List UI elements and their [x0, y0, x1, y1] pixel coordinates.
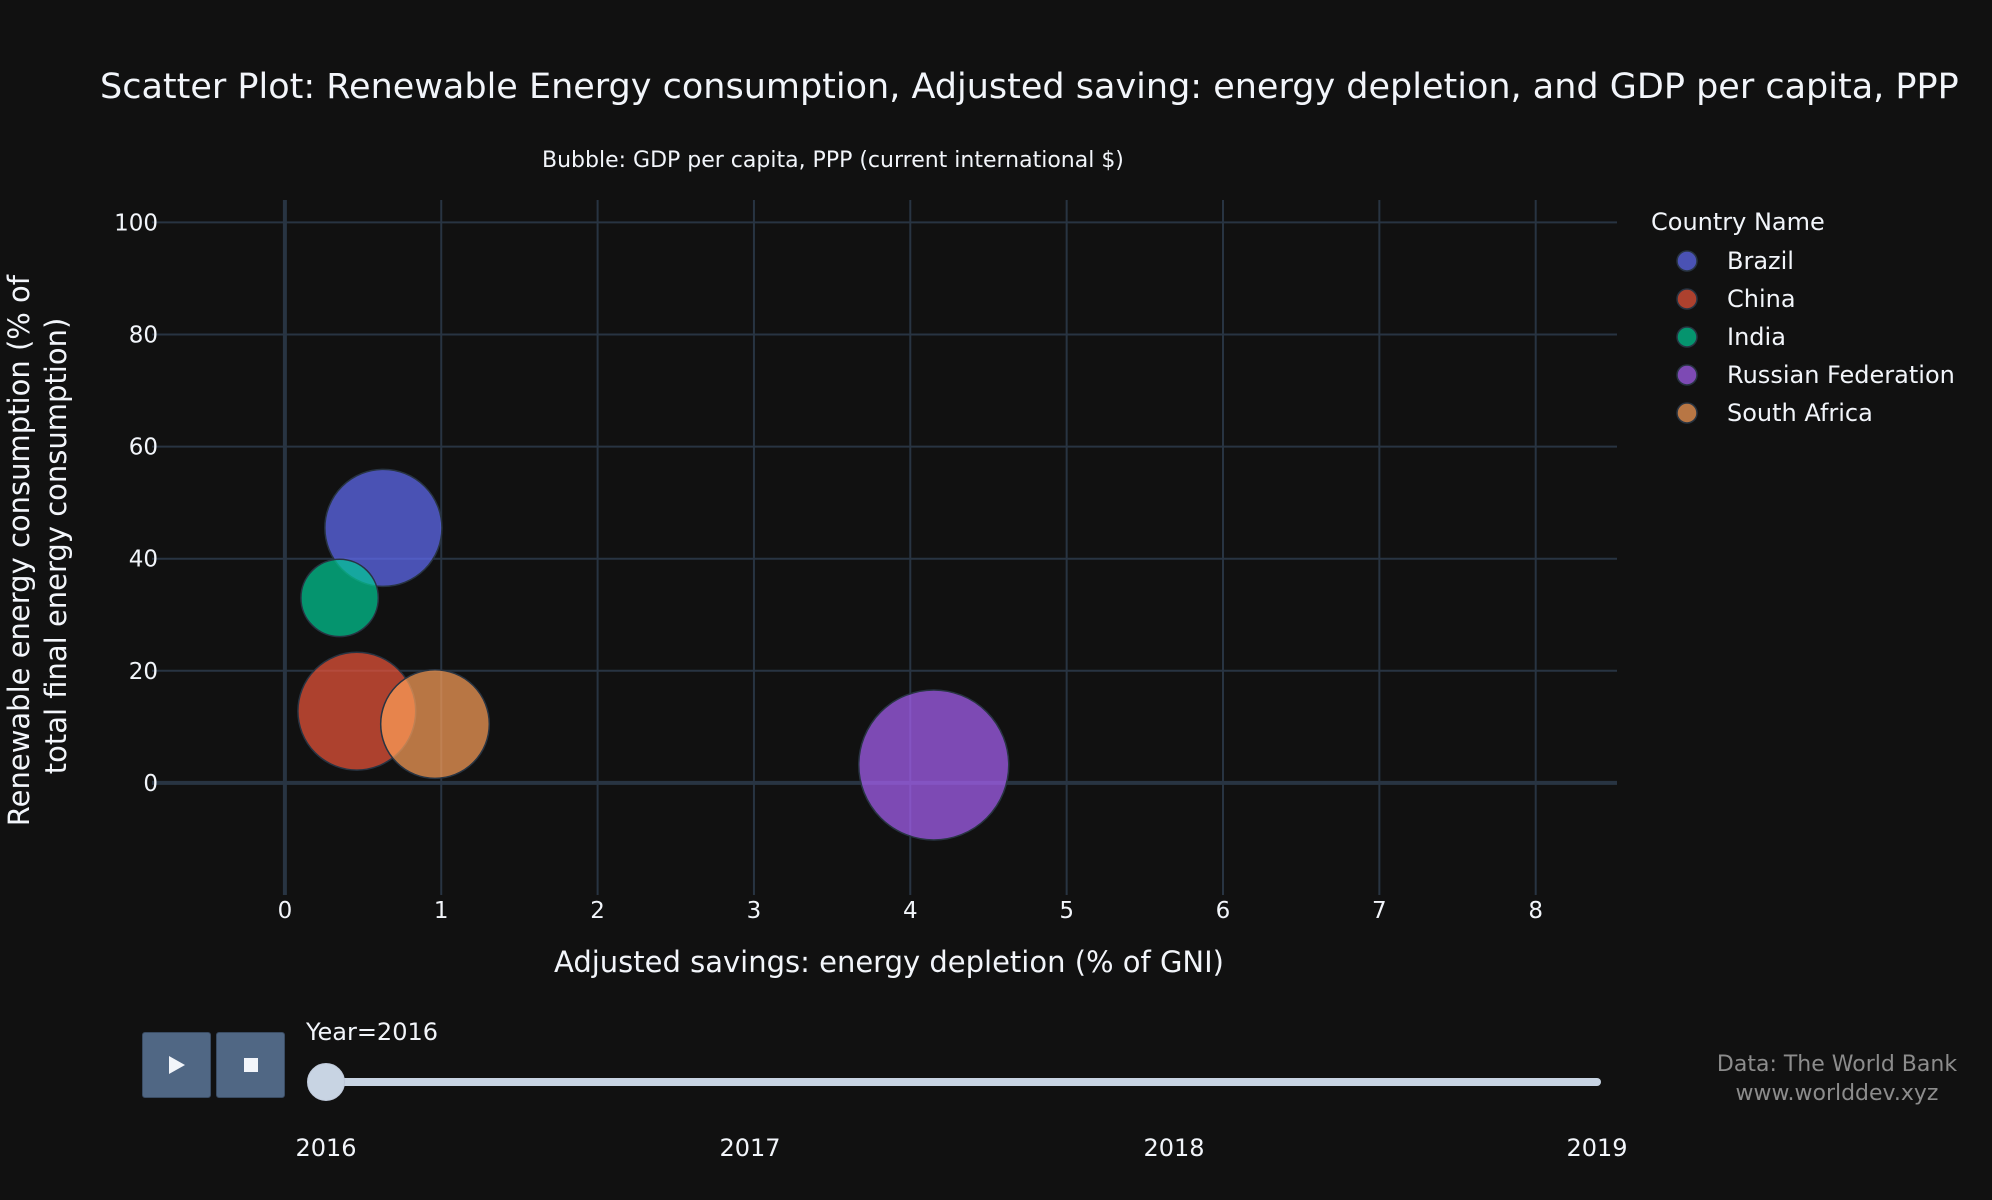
legend-label-brazil: Brazil [1727, 247, 1794, 275]
year-slider-handle[interactable] [307, 1063, 345, 1101]
legend-item-brazil[interactable]: Brazil [1676, 247, 1794, 275]
legend-item-china[interactable]: China [1676, 285, 1796, 313]
legend-label-russian-federation: Russian Federation [1727, 361, 1955, 389]
y-tick-label-0: 0 [143, 771, 158, 797]
bubble-markers [297, 468, 1010, 841]
y-tick-label-100: 100 [114, 210, 158, 236]
chart-title: Scatter Plot: Renewable Energy consumpti… [100, 67, 1959, 107]
y-tick-label-60: 60 [129, 435, 158, 461]
bubble-russian-federation [858, 689, 1010, 841]
y-axis-title-line-2: total final energy consumption) [39, 318, 73, 775]
slider-step-2018[interactable]: 2018 [1143, 1134, 1205, 1162]
legend: Country Name Brazil China India Russian Fed… [1651, 208, 1955, 427]
slider-step-2016[interactable]: 2016 [295, 1134, 357, 1162]
slider-current-value: Year=2016 [306, 1018, 438, 1046]
legend-item-south-africa[interactable]: South Africa [1676, 399, 1873, 427]
slider-step-2017[interactable]: 2017 [719, 1134, 781, 1162]
legend-label-india: India [1727, 323, 1786, 351]
x-tick-label-5: 5 [1059, 898, 1074, 924]
legend-item-russian-federation[interactable]: Russian Federation [1676, 361, 1955, 389]
slider-prefix: Year= [306, 1018, 377, 1046]
y-tick-label-40: 40 [129, 547, 158, 573]
source-note: Data: The World Bank www.worlddev.xyz [1712, 1050, 1962, 1108]
year-slider-rail[interactable] [326, 1078, 1601, 1086]
y-tick-label-80: 80 [129, 323, 158, 349]
legend-marker-china [1676, 288, 1698, 310]
stop-button[interactable] [216, 1032, 285, 1098]
bubble-india [300, 558, 380, 638]
x-tick-label-4: 4 [903, 898, 918, 924]
x-tick-label-8: 8 [1528, 898, 1543, 924]
x-tick-label-3: 3 [747, 898, 762, 924]
chart-subtitle: Bubble: GDP per capita, PPP (current int… [542, 148, 1124, 173]
legend-marker-south-africa [1676, 402, 1698, 424]
source-line-1: Data: The World Bank [1716, 1052, 1958, 1077]
x-tick-label-2: 2 [590, 898, 605, 924]
x-tick-label-0: 0 [278, 898, 293, 924]
x-tick-label-1: 1 [434, 898, 449, 924]
x-tick-label-6: 6 [1216, 898, 1231, 924]
x-axis-title: Adjusted savings: energy depletion (% of… [554, 945, 1224, 979]
legend-item-india[interactable]: India [1676, 323, 1786, 351]
legend-marker-india [1676, 326, 1698, 348]
slider-year: 2016 [376, 1018, 438, 1046]
slider-step-2019[interactable]: 2019 [1566, 1134, 1628, 1162]
y-axis-title: Renewable energy consumption (% of total… [2, 266, 73, 826]
legend-label-south-africa: South Africa [1727, 399, 1873, 427]
legend-label-china: China [1727, 285, 1796, 313]
play-button[interactable] [142, 1032, 211, 1098]
bubble-brazil [324, 468, 443, 588]
y-axis-title-line-1: Renewable energy consumption (% of [2, 274, 36, 826]
play-icon [168, 1056, 185, 1074]
bubble-south-africa [379, 669, 491, 780]
legend-marker-brazil [1676, 250, 1698, 272]
legend-title: Country Name [1651, 208, 1825, 236]
x-tick-label-7: 7 [1372, 898, 1387, 924]
stop-icon [243, 1058, 258, 1072]
source-line-2: www.worlddev.xyz [1735, 1081, 1939, 1106]
y-tick-label-20: 20 [129, 659, 158, 685]
legend-marker-russian-federation [1676, 364, 1698, 386]
